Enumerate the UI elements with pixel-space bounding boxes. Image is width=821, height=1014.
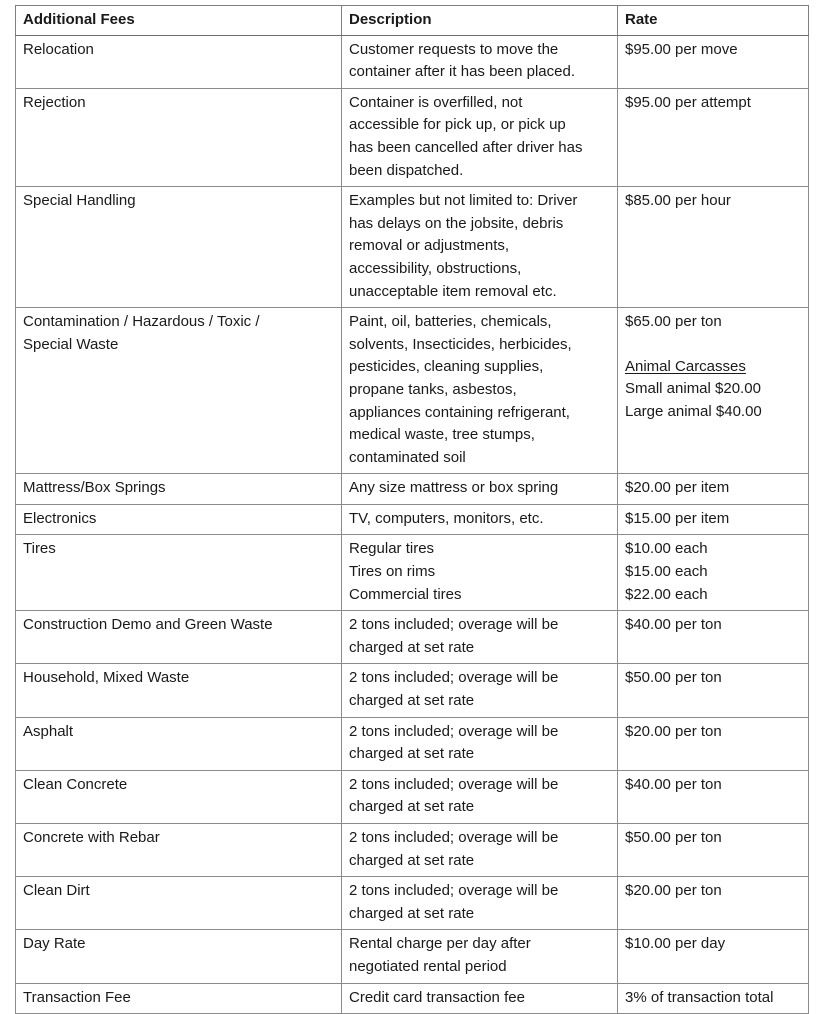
- fee-rate-cell: 3% of transaction total: [617, 982, 809, 1014]
- column-header-description: Description: [341, 5, 618, 36]
- table-row: Household, Mixed Waste 2 tons included; o…: [15, 663, 809, 718]
- fee-item-cell: Clean Dirt: [15, 876, 342, 931]
- fee-description-cell: 2 tons included; overage will be charged…: [341, 769, 618, 825]
- fee-rate-cell: $40.00 per ton: [617, 610, 809, 665]
- table-row: Clean Concrete 2 tons included; overage w…: [15, 769, 809, 825]
- table-row: Contamination / Hazardous / Toxic / Spec…: [15, 307, 809, 475]
- fee-description-cell: Rental charge per day after negotiated r…: [341, 929, 618, 984]
- fee-item-cell: Contamination / Hazardous / Toxic / Spec…: [15, 307, 342, 475]
- fee-description-cell: 2 tons included; overage will be charged…: [341, 663, 618, 718]
- fee-rate-cell: $20.00 per ton: [617, 716, 809, 771]
- fee-description-cell: 2 tons included; overage will be charged…: [341, 716, 618, 771]
- table-row: Mattress/Box Springs Any size mattress or…: [15, 473, 809, 505]
- fee-rate-cell: $95.00 per attempt: [617, 87, 809, 188]
- table-row: Concrete with Rebar 2 tons included; over…: [15, 822, 809, 878]
- fee-item-cell: Household, Mixed Waste: [15, 663, 342, 718]
- fee-description-cell: Customer requests to move the container …: [341, 34, 618, 89]
- fee-description-cell: 2 tons included; overage will be charged…: [341, 822, 618, 878]
- fee-rate-cell: $10.00 per day: [617, 929, 809, 984]
- fee-description-cell: Credit card transaction fee: [341, 982, 618, 1014]
- rate-subheading-animal-carcasses: Animal Carcasses: [625, 357, 746, 375]
- table-row: Relocation Customer requests to move the …: [15, 34, 809, 89]
- fee-rate-cell: $20.00 per item: [617, 473, 809, 505]
- rate-extra-lines: Small animal $20.00 Large animal $40.00: [625, 380, 762, 420]
- table-row: Day Rate Rental charge per day after nego…: [15, 929, 809, 984]
- column-header-additional-fees: Additional Fees: [15, 5, 342, 36]
- fee-description-cell: Container is overfilled, not accessible …: [341, 87, 618, 188]
- fee-item-cell: Transaction Fee: [15, 982, 342, 1014]
- fee-item-cell: Rejection: [15, 87, 342, 188]
- column-header-rate: Rate: [617, 5, 809, 36]
- fee-rate-cell: $95.00 per move: [617, 34, 809, 89]
- fee-description-cell: TV, computers, monitors, etc.: [341, 503, 618, 536]
- table-row: Transaction Fee Credit card transaction f…: [15, 982, 809, 1014]
- fee-item-cell: Electronics: [15, 503, 342, 536]
- table-row: Rejection Container is overfilled, not ac…: [15, 87, 809, 188]
- table-row: Electronics TV, computers, monitors, etc.…: [15, 503, 809, 536]
- fee-description-cell: Examples but not limited to: Driver has …: [341, 186, 618, 309]
- table-body: Relocation Customer requests to move the …: [15, 34, 809, 1014]
- fee-description-cell: 2 tons included; overage will be charged…: [341, 610, 618, 665]
- table-row: Tires Regular tires Tires on rims Commerc…: [15, 534, 809, 612]
- table-row: Clean Dirt 2 tons included; overage will …: [15, 876, 809, 931]
- table-row: Construction Demo and Green Waste 2 tons …: [15, 610, 809, 665]
- fee-item-cell: Asphalt: [15, 716, 342, 771]
- fee-description-cell: Regular tires Tires on rims Commercial t…: [341, 534, 618, 612]
- table-row: Special Handling Examples but not limited…: [15, 186, 809, 309]
- table-header: Additional Fees Description Rate: [15, 5, 809, 36]
- table-header-row: Additional Fees Description Rate: [15, 5, 809, 36]
- fee-item-cell: Relocation: [15, 34, 342, 89]
- rate-primary: $65.00 per ton: [625, 313, 722, 331]
- fee-item-cell: Concrete with Rebar: [15, 822, 342, 878]
- fee-item-cell: Special Handling: [15, 186, 342, 309]
- fee-item-cell: Tires: [15, 534, 342, 612]
- fee-description-cell: Paint, oil, batteries, chemicals, solven…: [341, 307, 618, 475]
- table-row: Asphalt 2 tons included; overage will be …: [15, 716, 809, 771]
- fee-description-cell: 2 tons included; overage will be charged…: [341, 876, 618, 931]
- fee-rate-cell: $65.00 per ton Animal Carcasses Small anim…: [617, 307, 809, 475]
- fee-rate-cell: $15.00 per item: [617, 503, 809, 536]
- fee-rate-cell: $85.00 per hour: [617, 186, 809, 309]
- document-page: Additional Fees Description Rate Relocat…: [15, 5, 809, 1014]
- additional-fees-table: Additional Fees Description Rate Relocat…: [15, 5, 809, 1014]
- fee-description-cell: Any size mattress or box spring: [341, 473, 618, 505]
- fee-item-cell: Day Rate: [15, 929, 342, 984]
- fee-rate-cell: $40.00 per ton: [617, 769, 809, 825]
- fee-rate-cell: $20.00 per ton: [617, 876, 809, 931]
- fee-rate-cell: $10.00 each $15.00 each $22.00 each: [617, 534, 809, 612]
- fee-item-cell: Construction Demo and Green Waste: [15, 610, 342, 665]
- fee-item-cell: Clean Concrete: [15, 769, 342, 825]
- fee-rate-cell: $50.00 per ton: [617, 822, 809, 878]
- rate-spacer: [625, 334, 802, 356]
- fee-rate-cell: $50.00 per ton: [617, 663, 809, 718]
- fee-item-cell: Mattress/Box Springs: [15, 473, 342, 505]
